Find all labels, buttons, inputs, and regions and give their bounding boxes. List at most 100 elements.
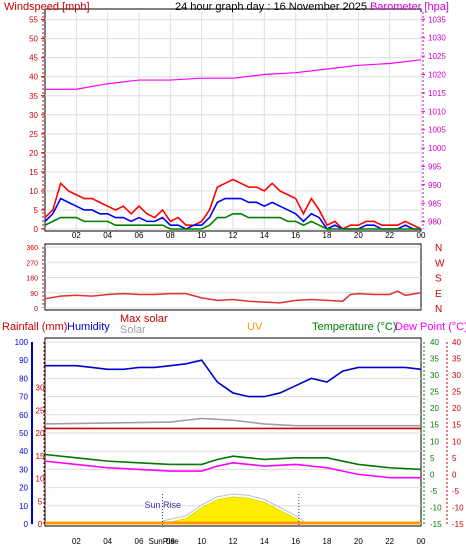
dir-label: S xyxy=(435,274,442,285)
plot-layer: 0510152025303540455055980985990995100010… xyxy=(15,12,464,546)
temp-tick-label: 30 xyxy=(430,371,439,380)
max-solar-curve xyxy=(162,493,304,522)
wind-tick-label: 15 xyxy=(29,168,38,177)
series-temp xyxy=(44,453,422,471)
uv-legend: UV xyxy=(247,321,263,333)
wind-tick-label: 35 xyxy=(29,92,38,101)
x-tick-label: 20 xyxy=(354,537,363,546)
baro-tick-label: 980 xyxy=(428,218,442,227)
temp-tick-label: 25 xyxy=(430,388,439,397)
temp-tick-label: 15 xyxy=(430,421,439,430)
rain-tick-label: 25 xyxy=(36,406,45,415)
x-tick-label: 08 xyxy=(166,537,175,546)
rain-legend: Rainfall (mm) xyxy=(2,321,67,333)
dew-tick-label: 20 xyxy=(452,404,461,413)
x-tick-label: 08 xyxy=(166,231,175,240)
hum-tick-label: 30 xyxy=(19,465,28,474)
temp-tick-label: 0 xyxy=(430,470,435,479)
x-tick-label: 10 xyxy=(197,537,206,546)
dew-tick-label: 15 xyxy=(452,421,461,430)
dew-tick-label: -10 xyxy=(452,503,464,512)
max-solar-legend: Max solar xyxy=(120,313,168,325)
x-tick-label: 20 xyxy=(354,231,363,240)
wind-tick-label: 10 xyxy=(29,187,38,196)
dew-point-legend: Dew Point (°C) xyxy=(395,321,466,333)
dir-tick-label: 90 xyxy=(30,291,38,298)
solar-legend: Solar xyxy=(120,324,146,336)
x-tick-label: 14 xyxy=(260,231,269,240)
series-wind xyxy=(44,178,422,230)
dir-label: E xyxy=(435,289,442,300)
dew-tick-label: 5 xyxy=(452,454,457,463)
x-tick-label: 22 xyxy=(385,537,394,546)
wind-tick-label: 30 xyxy=(29,111,38,120)
x-tick-label: 06 xyxy=(135,231,144,240)
x-tick-label: 18 xyxy=(323,231,332,240)
rain-tick-label: 10 xyxy=(36,475,45,484)
hum-tick-label: 40 xyxy=(19,447,28,456)
dir-label: N xyxy=(435,304,442,315)
baro-tick-label: 1000 xyxy=(428,144,446,153)
wind-tick-label: 5 xyxy=(34,206,39,215)
dew-tick-label: 0 xyxy=(452,470,457,479)
rain-tick-label: 15 xyxy=(36,452,45,461)
sunrise-label: Sun Rise xyxy=(145,500,182,510)
x-tick-label: 12 xyxy=(229,537,238,546)
rain-tick-label: 20 xyxy=(36,429,45,438)
wind-tick-label: 20 xyxy=(29,149,38,158)
temperature-panel-frame xyxy=(44,337,422,527)
wind-tick-label: 25 xyxy=(29,130,38,139)
temp-tick-label: -10 xyxy=(430,503,442,512)
baro-tick-label: 995 xyxy=(428,162,442,171)
dir-label: N xyxy=(435,243,442,254)
x-tick-label: 06 xyxy=(135,537,144,546)
temp-tick-label: 5 xyxy=(430,454,435,463)
dir-tick-label: 360 xyxy=(26,245,38,252)
x-tick-label: 04 xyxy=(103,231,112,240)
x-tick-label: 14 xyxy=(260,537,269,546)
temp-tick-label: -5 xyxy=(430,487,438,496)
x-tick-label: 16 xyxy=(291,537,300,546)
barometer-axis-title: Barometer [hpa] xyxy=(370,1,449,13)
hum-tick-label: 100 xyxy=(15,338,29,347)
hum-tick-label: 90 xyxy=(19,356,28,365)
x-tick-label: 02 xyxy=(72,537,81,546)
x-tick-label: 12 xyxy=(229,231,238,240)
hum-tick-label: 0 xyxy=(24,520,29,529)
x-tick-label: 22 xyxy=(385,231,394,240)
dew-tick-label: 10 xyxy=(452,437,461,446)
temp-tick-label: 10 xyxy=(430,437,439,446)
hum-tick-label: 80 xyxy=(19,374,28,383)
dew-tick-label: 30 xyxy=(452,371,461,380)
x-tick-label: 02 xyxy=(72,231,81,240)
dew-tick-label: 35 xyxy=(452,355,461,364)
graph-title: 24 hour graph day : 16 November 2025 xyxy=(175,1,367,13)
wind-axis-title: Windspeed [mph] xyxy=(4,1,90,13)
x-tick-label: 00 xyxy=(417,231,426,240)
baro-tick-label: 1005 xyxy=(428,126,446,135)
humidity-legend: Humidity xyxy=(67,321,110,333)
wind-tick-label: 45 xyxy=(29,54,38,63)
baro-tick-label: 1015 xyxy=(428,89,446,98)
wind-tick-label: 55 xyxy=(29,16,38,25)
temp-tick-label: 40 xyxy=(430,338,439,347)
series-dew xyxy=(44,460,421,479)
dew-tick-label: 40 xyxy=(452,338,461,347)
dir-label: W xyxy=(435,258,445,269)
dir-tick-label: 270 xyxy=(26,260,38,267)
hum-tick-label: 60 xyxy=(19,411,28,420)
temperature-legend: Temperature (°C) xyxy=(312,321,396,333)
solar-area xyxy=(162,496,306,525)
rain-tick-label: 30 xyxy=(36,384,45,393)
baro-tick-label: 990 xyxy=(428,181,442,190)
series-avg xyxy=(44,212,421,230)
baro-tick-label: 1010 xyxy=(428,107,446,116)
dir-tick-label: 180 xyxy=(26,276,38,283)
hum-tick-label: 70 xyxy=(19,393,28,402)
rain-tick-label: 5 xyxy=(38,497,43,506)
dew-tick-label: -15 xyxy=(452,520,464,529)
wind-tick-label: 40 xyxy=(29,73,38,82)
series-solar xyxy=(44,417,421,427)
x-tick-label: 18 xyxy=(323,537,332,546)
